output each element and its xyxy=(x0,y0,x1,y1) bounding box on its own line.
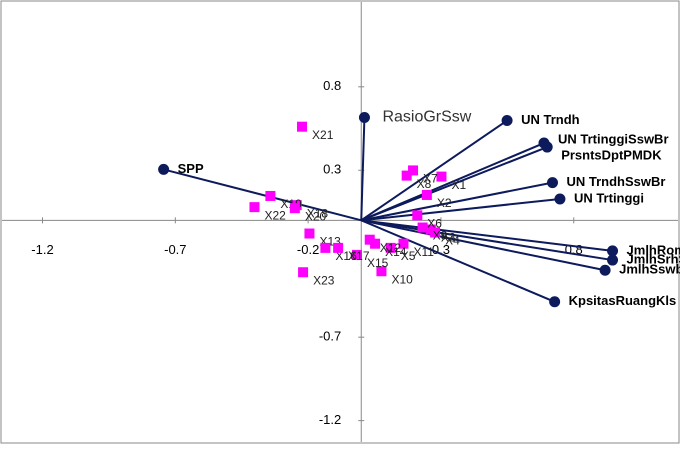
point-label: X3 xyxy=(441,231,456,245)
vector xyxy=(361,219,613,262)
y-tick-label: -0.7 xyxy=(319,329,341,344)
y-tick-label: 0.3 xyxy=(323,162,341,177)
point-label: X15 xyxy=(367,256,389,270)
vector-label: RasioGrSsw xyxy=(382,109,471,126)
point-label: X4 xyxy=(445,234,460,248)
vector-label: UN Trndh xyxy=(521,112,580,127)
vector-tip xyxy=(607,254,619,266)
vector-tip xyxy=(554,193,566,205)
point-label: X8 xyxy=(417,177,432,191)
point-label: X2 xyxy=(437,196,452,210)
point xyxy=(320,242,331,253)
point xyxy=(401,170,412,181)
vector-label: JmlhSrhSsw xyxy=(627,251,680,266)
point-label: X12 xyxy=(380,241,402,255)
point-label: X10 xyxy=(391,272,413,286)
point xyxy=(298,267,309,278)
point-label: X1 xyxy=(451,178,466,192)
vector-label: UN TrtinggiSswBr xyxy=(558,131,669,146)
point-label: X5 xyxy=(401,249,416,263)
x-tick-label: -0.2 xyxy=(297,242,319,257)
point-label: X6 xyxy=(427,216,442,230)
vector-tip xyxy=(599,264,611,276)
vector-tip xyxy=(547,177,558,189)
point xyxy=(412,210,423,221)
x-tick-label: -0.7 xyxy=(164,242,186,257)
point xyxy=(304,228,315,239)
point-label: X21 xyxy=(312,128,334,142)
point-label: X17 xyxy=(348,249,370,263)
vector xyxy=(361,181,553,222)
point xyxy=(385,242,396,253)
point xyxy=(265,190,276,201)
y-tick-label: 0.8 xyxy=(323,78,341,93)
point-label: X22 xyxy=(264,208,286,222)
point xyxy=(430,227,441,238)
point xyxy=(421,189,432,200)
point-label: X11 xyxy=(413,245,434,259)
vector-label: PrsntsDptPMDK xyxy=(561,147,662,162)
x-tick-label: -1.2 xyxy=(31,242,53,257)
point-label: X23 xyxy=(313,273,335,287)
vector xyxy=(360,219,556,303)
vector-label: UN TrndhSswBr xyxy=(567,174,666,189)
point xyxy=(408,165,419,176)
point-label: X18 xyxy=(307,206,329,220)
vector xyxy=(360,117,366,221)
point xyxy=(352,249,362,260)
vector-tip xyxy=(158,163,170,175)
vector-label: UN Trtinggi xyxy=(574,190,644,205)
point xyxy=(333,242,344,253)
point xyxy=(370,238,381,249)
vector xyxy=(361,219,606,272)
vector xyxy=(361,197,561,222)
vector-label: KpsitasRuangKls xyxy=(569,293,677,308)
vector-label: SPP xyxy=(178,161,204,176)
point-label: X20 xyxy=(305,209,327,223)
vector-label: JmlhRombel xyxy=(627,242,680,257)
point xyxy=(436,171,447,182)
point xyxy=(289,203,300,214)
vector-tip xyxy=(358,112,370,124)
point-label: X7 xyxy=(423,172,438,186)
point xyxy=(398,238,409,249)
vector-tip xyxy=(501,115,513,127)
vector xyxy=(360,119,508,222)
y-tick-label: -1.2 xyxy=(319,412,341,427)
vector xyxy=(361,219,613,252)
vector xyxy=(360,146,548,222)
point xyxy=(364,234,375,245)
vector-label: JmlhSswbr xyxy=(619,262,680,277)
vector-tip xyxy=(549,296,561,308)
vector xyxy=(163,168,362,222)
point xyxy=(249,202,260,213)
vector-tip xyxy=(607,245,619,257)
point-label: X9 xyxy=(433,229,448,243)
point xyxy=(297,121,308,132)
vector-tip xyxy=(541,141,553,153)
point-label: X14 xyxy=(385,245,407,259)
point xyxy=(417,222,428,233)
point xyxy=(376,266,387,277)
